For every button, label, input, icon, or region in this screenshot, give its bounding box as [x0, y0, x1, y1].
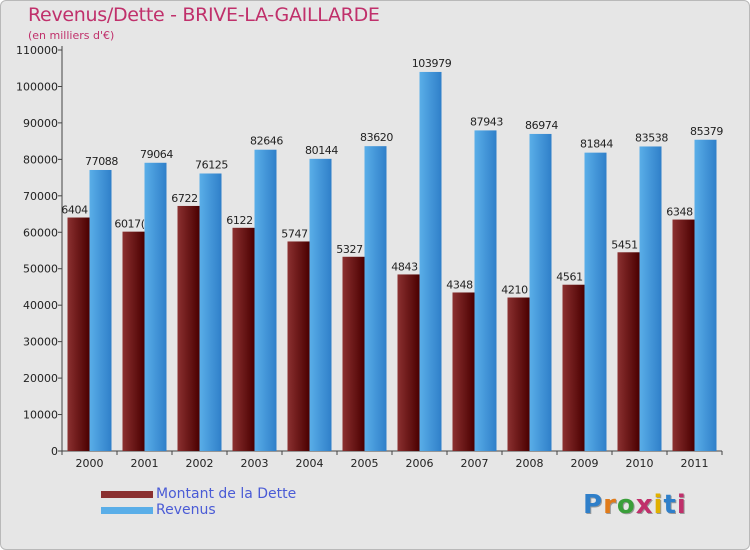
y-tick-label: 90000 [23, 117, 58, 130]
data-label-dette-2002: 6722 [171, 192, 197, 205]
data-label-dette-2006: 4843 [391, 260, 418, 273]
x-tick-label: 2008 [516, 457, 544, 470]
bar-revenus-2007 [474, 130, 497, 452]
data-label-revenus-2006: 103979 [412, 57, 452, 70]
bar-revenus-2000 [89, 169, 112, 452]
bar-dette-2009 [562, 284, 585, 451]
logo-letter: x [635, 490, 654, 520]
data-label-revenus-2010: 83538 [635, 131, 668, 144]
bar-revenus-2010 [639, 146, 662, 452]
data-label-dette-2008: 4210 [501, 284, 528, 297]
chart-title: Revenus/Dette - BRIVE-LA-GAILLARDE [28, 4, 380, 26]
bar-revenus-2003 [254, 149, 277, 451]
data-label-dette-2007: 4348 [446, 278, 473, 291]
data-label-revenus-2004: 80144 [305, 144, 338, 157]
x-tick-label: 2002 [186, 457, 214, 470]
bar-revenus-2006 [419, 71, 442, 451]
logo-letter: o [616, 490, 636, 520]
data-label-revenus-2001: 79064 [140, 148, 173, 161]
data-label-dette-2000: 6404 [61, 204, 88, 217]
bar-dette-2001 [122, 231, 145, 451]
legend-label-dette: Montant de la Dette [156, 486, 297, 502]
x-tick-label: 2004 [296, 457, 324, 470]
x-tick-label: 2005 [351, 457, 379, 470]
data-label-dette-2003: 6122 [226, 214, 252, 227]
y-tick-label: 30000 [23, 336, 58, 349]
bar-revenus-2011 [694, 139, 717, 451]
data-label-revenus-2009: 81844 [580, 138, 613, 151]
bar-revenus-2004 [309, 158, 332, 451]
y-tick-label: 50000 [23, 263, 58, 276]
x-tick-label: 2007 [461, 457, 489, 470]
x-tick-label: 2001 [131, 457, 159, 470]
logo-letter: i [676, 490, 687, 520]
data-label-dette-2004: 5747 [281, 227, 308, 240]
bar-dette-2010 [617, 252, 640, 451]
y-tick-label: 100000 [16, 80, 58, 93]
axes: 0 10000 20000 30000 40000 50000 60000 70000 8000… [16, 44, 723, 470]
bar-revenus-2001 [144, 162, 167, 451]
bar-dette-2011 [672, 219, 695, 451]
x-tick-label: 2009 [571, 457, 599, 470]
legend-label-revenus: Revenus [156, 502, 216, 518]
bar-dette-2006 [397, 274, 420, 451]
bar-dette-2000 [67, 217, 90, 451]
logo-letter: r [603, 490, 617, 520]
bar-dette-2007 [452, 292, 475, 451]
bar-revenus-2009 [584, 152, 607, 451]
data-label-revenus-2002: 76125 [195, 158, 228, 171]
y-tick-label: 10000 [23, 409, 58, 422]
legend-swatch-revenus [101, 507, 153, 514]
data-label-revenus-2000: 77088 [85, 155, 118, 168]
bar-revenus-2008 [529, 133, 552, 451]
data-label-revenus-2008: 86974 [525, 119, 558, 132]
x-tick-label: 2006 [406, 457, 434, 470]
x-tick-label: 2010 [626, 457, 654, 470]
x-tick-label: 2000 [76, 457, 104, 470]
legend-swatch-dette [101, 491, 153, 498]
data-label-revenus-2007: 87943 [470, 115, 503, 128]
bar-dette-2005 [342, 256, 365, 451]
data-label-dette-2011: 6348 [666, 206, 693, 219]
x-tick-label: 2003 [241, 457, 269, 470]
y-tick-label: 20000 [23, 372, 58, 385]
data-labels: 6404 77088 6017( 79064 6722 76125 6122 82646 574… [61, 57, 723, 297]
bar-revenus-2002 [199, 173, 222, 451]
logo-letter: P [583, 490, 604, 520]
data-label-revenus-2011: 85379 [690, 125, 723, 138]
chart-subtitle: (en milliers d'€) [28, 29, 115, 42]
bars [67, 71, 717, 452]
data-label-dette-2005: 5327 [336, 243, 363, 256]
data-label-dette-2009: 4561 [556, 271, 582, 284]
bar-dette-2002 [177, 205, 200, 451]
logo-letter: i [653, 490, 664, 520]
y-tick-label: 80000 [23, 153, 58, 166]
bar-dette-2008 [507, 297, 530, 451]
y-tick-label: 0 [51, 445, 58, 458]
y-tick-label: 40000 [23, 299, 58, 312]
data-label-dette-2001: 6017( [114, 218, 144, 231]
data-label-revenus-2005: 83620 [360, 131, 393, 144]
bar-revenus-2005 [364, 146, 387, 451]
bar-dette-2003 [232, 227, 255, 451]
bar-dette-2004 [287, 241, 310, 451]
y-tick-label: 70000 [23, 190, 58, 203]
proxiti-logo: Proxiti [583, 490, 687, 520]
y-tick-label: 60000 [23, 226, 58, 239]
logo-letter: t [663, 490, 677, 520]
data-label-revenus-2003: 82646 [250, 135, 283, 148]
data-label-dette-2010: 5451 [611, 238, 637, 251]
y-tick-label: 110000 [16, 44, 58, 57]
x-tick-label: 2011 [681, 457, 709, 470]
